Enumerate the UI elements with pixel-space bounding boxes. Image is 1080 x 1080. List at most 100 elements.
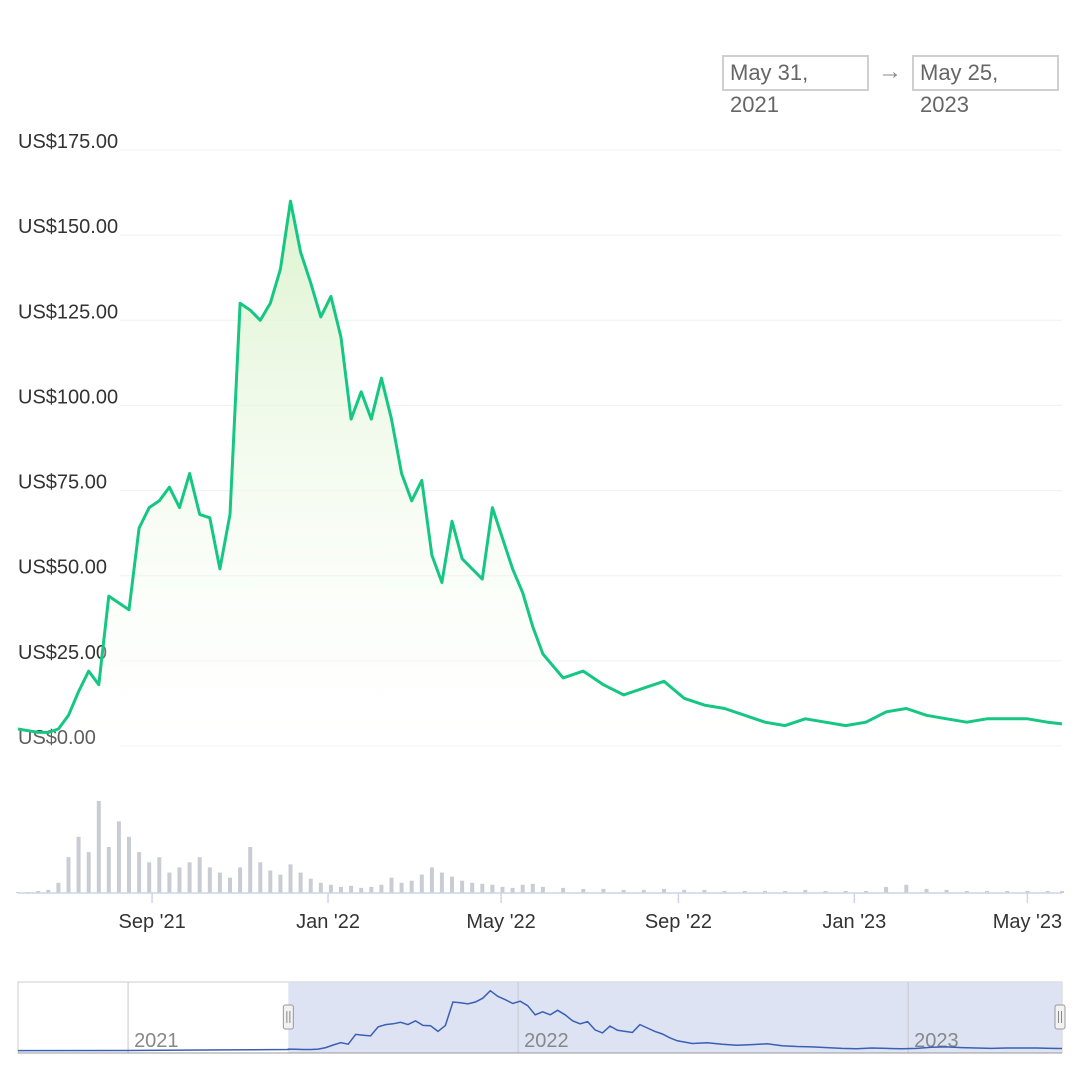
volume-bar: [985, 891, 989, 893]
volume-bar: [662, 888, 666, 893]
volume-bar: [127, 836, 131, 893]
navigator-year-label: 2021: [134, 1030, 179, 1052]
volume-bar: [389, 877, 394, 893]
volume-bar: [177, 867, 182, 893]
volume-bar: [944, 889, 949, 893]
volume-bar: [36, 891, 41, 893]
volume-bar: [328, 884, 333, 893]
volume-bar: [46, 889, 51, 893]
volume-bar: [520, 884, 525, 893]
y-tick-label: US$125.00: [18, 301, 118, 323]
volume-bar: [742, 891, 747, 893]
volume-bar: [207, 867, 212, 893]
volume-bar: [187, 862, 192, 893]
volume-bar: [409, 880, 414, 893]
navigator-handle-left[interactable]: [282, 1004, 294, 1030]
x-tick-label: Jan '22: [296, 911, 360, 933]
volume-bar: [379, 884, 384, 893]
volume-bar: [803, 889, 808, 893]
volume-bar: [157, 857, 162, 893]
navigator-line: [17, 989, 1063, 1052]
navigator-selection: [288, 982, 1062, 1053]
volume-bar: [480, 883, 485, 893]
volume-bar: [884, 886, 889, 893]
volume-bar: [450, 876, 454, 893]
y-tick-label: US$100.00: [18, 386, 118, 408]
navigator-handle-right[interactable]: [1054, 1004, 1066, 1030]
volume-bar: [924, 888, 929, 893]
volume-bar: [702, 889, 707, 893]
y-tick-label: US$50.00: [18, 557, 107, 579]
price-line: [17, 199, 1063, 734]
price-area: [18, 201, 1062, 747]
y-tick-label: US$175.00: [18, 131, 118, 153]
volume-bar: [530, 883, 535, 893]
volume-bar: [429, 867, 434, 893]
volume-bar: [863, 891, 868, 893]
volume-bars: [16, 801, 1064, 893]
volume-bar: [1005, 891, 1010, 893]
volume-bar: [763, 891, 767, 893]
volume-bar: [197, 857, 202, 893]
volume-bar: [228, 877, 232, 893]
volume-bar: [339, 886, 343, 893]
volume-bar: [116, 821, 121, 893]
volume-bar: [217, 872, 222, 893]
range-arrow-icon: →: [878, 58, 902, 85]
volume-bar: [510, 887, 515, 893]
volume-bar: [460, 880, 465, 893]
volume-bar: [86, 852, 91, 893]
volume-bar: [561, 887, 566, 893]
volume-bar: [540, 886, 545, 893]
volume-bar: [439, 872, 444, 893]
volume-bar: [621, 889, 626, 893]
volume-bar: [56, 882, 61, 893]
volume-bar: [359, 887, 364, 893]
x-tick-label: Sep '22: [645, 911, 712, 933]
volume-bar: [238, 867, 243, 893]
volume-bar: [66, 857, 71, 893]
volume-bar: [298, 872, 303, 893]
x-axis-ticks: Sep '21 Jan '22 May '22 Sep '22 Jan '23 May '…: [118, 893, 1062, 933]
volume-bar: [268, 870, 273, 893]
volume-bar: [167, 872, 172, 893]
volume-bar: [722, 891, 727, 893]
volume-bar: [147, 862, 152, 893]
volume-bar: [581, 888, 586, 893]
date-range-to[interactable]: May 25, 2023: [912, 55, 1059, 117]
volume-bar: [500, 886, 505, 893]
navigator[interactable]: 2021 2022 2023: [17, 981, 1066, 1054]
y-tick-label: US$75.00: [18, 472, 107, 494]
volume-bar: [96, 801, 101, 893]
volume-bar: [248, 847, 253, 893]
x-tick-label: Sep '21: [118, 911, 185, 933]
volume-bar: [308, 878, 313, 893]
date-range-from[interactable]: May 31, 2021: [722, 55, 869, 117]
x-tick-label: May '22: [466, 911, 535, 933]
volume-bar: [964, 891, 969, 893]
volume-bar: [470, 882, 475, 893]
y-tick-label: US$150.00: [18, 216, 118, 238]
volume-bar: [369, 886, 374, 893]
x-tick-label: May '23: [993, 911, 1062, 933]
volume-bar: [490, 884, 495, 893]
volume-bar: [823, 891, 828, 893]
volume-bar: [1045, 891, 1050, 893]
volume-bar: [399, 882, 404, 893]
x-tick-label: Jan '23: [822, 911, 886, 933]
volume-bar: [904, 884, 909, 893]
navigator-year-label: 2022: [524, 1030, 569, 1052]
volume-bar: [1060, 891, 1064, 893]
volume-bar: [258, 862, 263, 893]
volume-bar: [419, 874, 424, 893]
volume-bar: [76, 836, 81, 893]
volume-bar: [349, 885, 354, 893]
volume-bar: [783, 891, 788, 893]
volume-bar: [843, 891, 848, 893]
volume-bar: [106, 847, 111, 893]
y-tick-label: US$25.00: [18, 642, 107, 664]
volume-bar: [318, 882, 323, 893]
volume-bar: [641, 889, 646, 893]
volume-bar: [137, 852, 142, 893]
